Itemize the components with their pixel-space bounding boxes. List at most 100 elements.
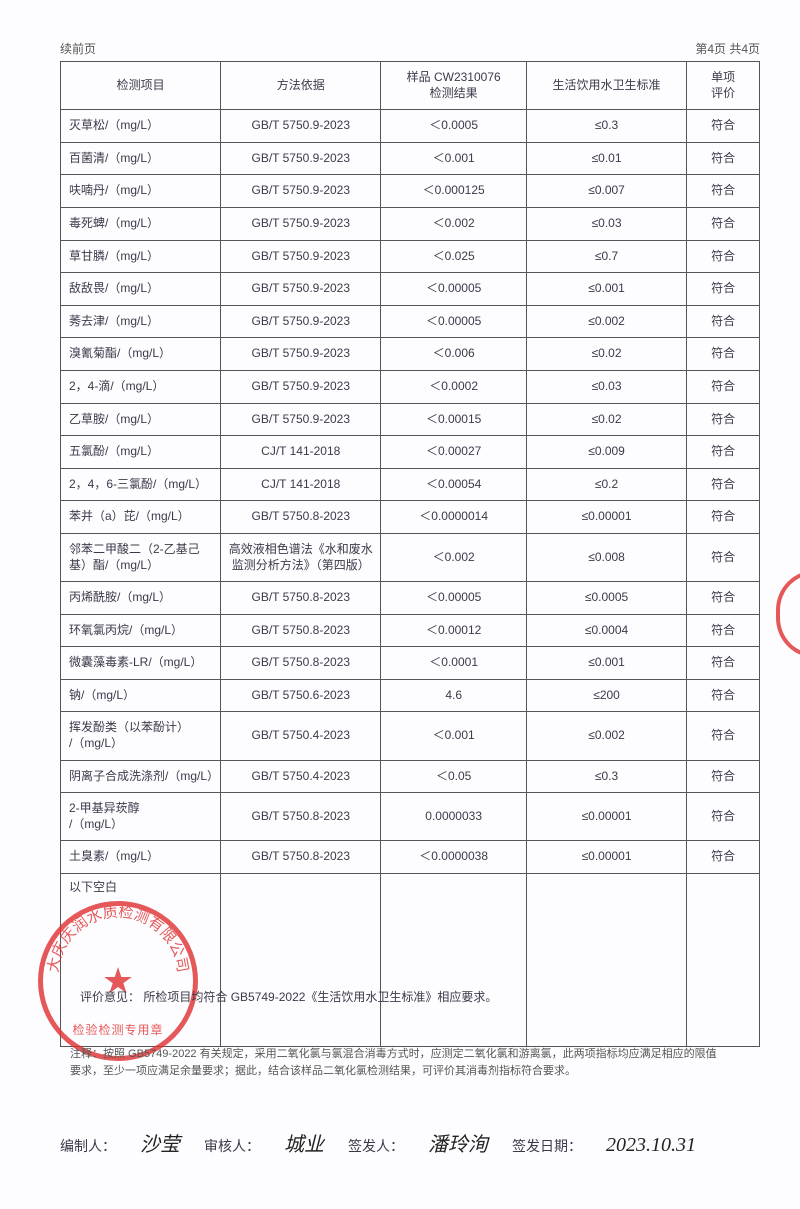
table-row: 钠/（mg/L）GB/T 5750.6-20234.6≤200符合 bbox=[61, 679, 760, 712]
cell-result: ＜0.0005 bbox=[381, 110, 527, 143]
prepare-label: 编制人： bbox=[60, 1136, 116, 1156]
cell-eval: 符合 bbox=[687, 760, 760, 793]
table-row: 挥发酚类（以苯酚计）/（mg/L）GB/T 5750.4-2023＜0.001≤… bbox=[61, 712, 760, 760]
table-row: 邻苯二甲酸二（2-乙基己基）酯/（mg/L）高效液相色谱法《水和废水监测分析方法… bbox=[61, 533, 760, 581]
edge-stamp-icon bbox=[776, 570, 800, 658]
cell-method: GB/T 5750.4-2023 bbox=[221, 760, 381, 793]
table-row: 苯并（a）芘/（mg/L）GB/T 5750.8-2023＜0.0000014≤… bbox=[61, 501, 760, 534]
cell-eval: 符合 bbox=[687, 841, 760, 874]
cell-standard: ≤0.008 bbox=[526, 533, 686, 581]
cell-eval: 符合 bbox=[687, 501, 760, 534]
cell-method: CJ/T 141-2018 bbox=[221, 436, 381, 469]
cell-result: ＜0.025 bbox=[381, 240, 527, 273]
blank-cell bbox=[381, 874, 527, 1047]
footnote: 注释：按照 GB5749-2022 有关规定，采用二氧化氯与氯混合消毒方式时，应… bbox=[70, 1046, 720, 1081]
cell-item: 2，4-滴/（mg/L） bbox=[61, 370, 221, 403]
cell-eval: 符合 bbox=[687, 207, 760, 240]
cell-item: 丙烯酰胺/（mg/L） bbox=[61, 582, 221, 615]
cell-standard: ≤0.0004 bbox=[526, 614, 686, 647]
table-row: 溴氰菊酯/（mg/L）GB/T 5750.9-2023＜0.006≤0.02符合 bbox=[61, 338, 760, 371]
col-eval: 单项评价 bbox=[687, 62, 760, 110]
prepare-signature: 沙莹 bbox=[140, 1128, 180, 1157]
cell-result: ＜0.001 bbox=[381, 712, 527, 760]
cell-result: ＜0.00054 bbox=[381, 468, 527, 501]
cell-standard: ≤0.3 bbox=[526, 110, 686, 143]
cell-method: GB/T 5750.9-2023 bbox=[221, 305, 381, 338]
cell-eval: 符合 bbox=[687, 582, 760, 615]
cell-result: ＜0.0001 bbox=[381, 647, 527, 680]
review-signature: 城业 bbox=[284, 1128, 324, 1157]
cell-method: CJ/T 141-2018 bbox=[221, 468, 381, 501]
cell-standard: ≤0.002 bbox=[526, 305, 686, 338]
table-row: 呋喃丹/（mg/L）GB/T 5750.9-2023＜0.000125≤0.00… bbox=[61, 175, 760, 208]
issue-signature: 潘玲洵 bbox=[428, 1128, 488, 1157]
cell-result: ＜0.0002 bbox=[381, 370, 527, 403]
cell-item: 挥发酚类（以苯酚计）/（mg/L） bbox=[61, 712, 221, 760]
table-row: 敌敌畏/（mg/L）GB/T 5750.9-2023＜0.00005≤0.001… bbox=[61, 273, 760, 306]
cell-standard: ≤0.7 bbox=[526, 240, 686, 273]
cell-result: ＜0.00012 bbox=[381, 614, 527, 647]
cell-item: 阴离子合成洗涤剂/（mg/L） bbox=[61, 760, 221, 793]
cell-item: 敌敌畏/（mg/L） bbox=[61, 273, 221, 306]
cell-result: 0.0000033 bbox=[381, 793, 527, 841]
cell-method: GB/T 5750.9-2023 bbox=[221, 273, 381, 306]
cell-item: 邻苯二甲酸二（2-乙基己基）酯/（mg/L） bbox=[61, 533, 221, 581]
table-row: 2，4，6-三氯酚/（mg/L）CJ/T 141-2018＜0.00054≤0.… bbox=[61, 468, 760, 501]
table-row: 百菌清/（mg/L）GB/T 5750.9-2023＜0.001≤0.01符合 bbox=[61, 142, 760, 175]
cell-result: ＜0.00005 bbox=[381, 582, 527, 615]
cell-standard: ≤0.03 bbox=[526, 207, 686, 240]
cell-eval: 符合 bbox=[687, 110, 760, 143]
table-row: 2-甲基异莰醇/（mg/L）GB/T 5750.8-20230.0000033≤… bbox=[61, 793, 760, 841]
cell-method: GB/T 5750.9-2023 bbox=[221, 370, 381, 403]
issue-label: 签发人： bbox=[348, 1136, 404, 1156]
table-row: 乙草胺/（mg/L）GB/T 5750.9-2023＜0.00015≤0.02符… bbox=[61, 403, 760, 436]
cell-standard: ≤0.02 bbox=[526, 338, 686, 371]
cell-eval: 符合 bbox=[687, 403, 760, 436]
table-row: 草甘膦/（mg/L）GB/T 5750.9-2023＜0.025≤0.7符合 bbox=[61, 240, 760, 273]
table-row: 丙烯酰胺/（mg/L）GB/T 5750.8-2023＜0.00005≤0.00… bbox=[61, 582, 760, 615]
cell-result: ＜0.0000014 bbox=[381, 501, 527, 534]
cell-standard: ≤0.009 bbox=[526, 436, 686, 469]
cell-method: GB/T 5750.8-2023 bbox=[221, 501, 381, 534]
cell-eval: 符合 bbox=[687, 305, 760, 338]
table-row: 阴离子合成洗涤剂/（mg/L）GB/T 5750.4-2023＜0.05≤0.3… bbox=[61, 760, 760, 793]
cell-eval: 符合 bbox=[687, 175, 760, 208]
cell-method: GB/T 5750.9-2023 bbox=[221, 175, 381, 208]
cell-item: 溴氰菊酯/（mg/L） bbox=[61, 338, 221, 371]
cell-result: ＜0.00027 bbox=[381, 436, 527, 469]
results-table: 检测项目 方法依据 样品 CW2310076检测结果 生活饮用水卫生标准 单项评… bbox=[60, 61, 760, 1047]
blank-cell bbox=[687, 874, 760, 1047]
table-row: 微囊藻毒素-LR/（mg/L）GB/T 5750.8-2023＜0.0001≤0… bbox=[61, 647, 760, 680]
cell-method: GB/T 5750.4-2023 bbox=[221, 712, 381, 760]
table-row: 五氯酚/（mg/L）CJ/T 141-2018＜0.00027≤0.009符合 bbox=[61, 436, 760, 469]
cell-item: 五氯酚/（mg/L） bbox=[61, 436, 221, 469]
cell-item: 毒死蜱/（mg/L） bbox=[61, 207, 221, 240]
cell-method: GB/T 5750.9-2023 bbox=[221, 338, 381, 371]
cell-method: GB/T 5750.9-2023 bbox=[221, 142, 381, 175]
cell-result: ＜0.006 bbox=[381, 338, 527, 371]
cell-method: GB/T 5750.9-2023 bbox=[221, 240, 381, 273]
cell-result: ＜0.001 bbox=[381, 142, 527, 175]
stamp-inner-text: 检验检测专用章 bbox=[72, 1021, 163, 1038]
cell-result: ＜0.000125 bbox=[381, 175, 527, 208]
date-value: 2023.10.31 bbox=[606, 1134, 696, 1157]
cell-standard: ≤0.00001 bbox=[526, 501, 686, 534]
cell-eval: 符合 bbox=[687, 647, 760, 680]
cell-standard: ≤0.03 bbox=[526, 370, 686, 403]
col-standard: 生活饮用水卫生标准 bbox=[526, 62, 686, 110]
cell-item: 呋喃丹/（mg/L） bbox=[61, 175, 221, 208]
cell-standard: ≤0.00001 bbox=[526, 793, 686, 841]
cell-item: 苯并（a）芘/（mg/L） bbox=[61, 501, 221, 534]
cell-method: GB/T 5750.9-2023 bbox=[221, 110, 381, 143]
cell-standard: ≤0.00001 bbox=[526, 841, 686, 874]
page-number: 第4页 共4页 bbox=[695, 40, 760, 57]
round-stamp: 大庆庆润水质检测有限公司 ★ 检验检测专用章 bbox=[38, 901, 198, 1061]
cell-standard: ≤0.002 bbox=[526, 712, 686, 760]
cell-standard: ≤0.02 bbox=[526, 403, 686, 436]
cell-eval: 符合 bbox=[687, 142, 760, 175]
cell-item: 环氧氯丙烷/（mg/L） bbox=[61, 614, 221, 647]
cell-result: ＜0.002 bbox=[381, 207, 527, 240]
cell-eval: 符合 bbox=[687, 679, 760, 712]
table-row: 灭草松/（mg/L）GB/T 5750.9-2023＜0.0005≤0.3符合 bbox=[61, 110, 760, 143]
date-label: 签发日期： bbox=[512, 1136, 582, 1156]
